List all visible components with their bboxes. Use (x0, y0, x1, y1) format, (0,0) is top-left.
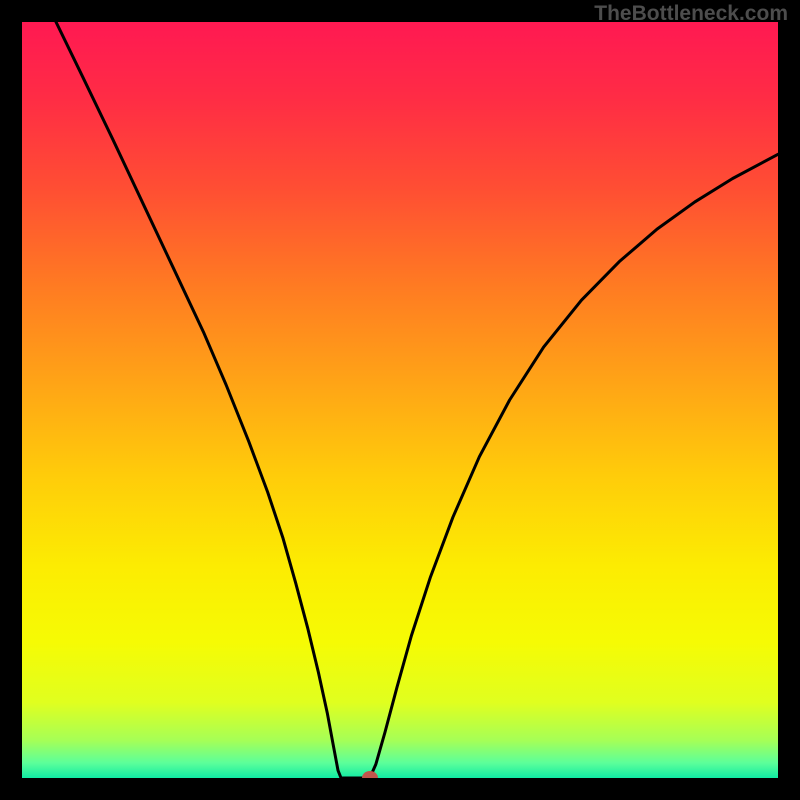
chart-plot-area (22, 22, 778, 778)
bottleneck-curve (56, 22, 778, 778)
optimum-marker (362, 771, 378, 778)
watermark-text: TheBottleneck.com (594, 2, 788, 26)
curve-svg (22, 22, 778, 778)
